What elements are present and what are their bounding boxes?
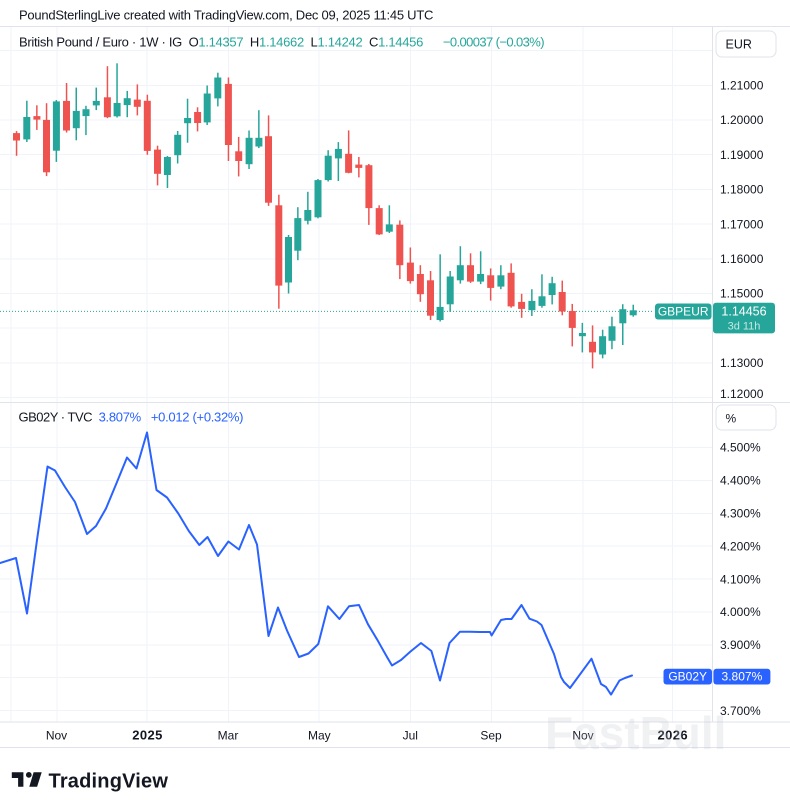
svg-text:4.500%: 4.500% bbox=[720, 441, 761, 455]
svg-text:EUR: EUR bbox=[726, 38, 752, 52]
svg-text:FastBull: FastBull bbox=[545, 707, 726, 759]
svg-text:3.807%: 3.807% bbox=[722, 670, 763, 684]
svg-text:TradingView: TradingView bbox=[49, 770, 169, 792]
svg-text:British Pound / Euro · 1W · IG: British Pound / Euro · 1W · IG O1.14357 … bbox=[19, 35, 544, 50]
svg-text:4.000%: 4.000% bbox=[720, 605, 761, 619]
svg-text:4.400%: 4.400% bbox=[720, 474, 761, 488]
svg-text:1.16000: 1.16000 bbox=[720, 252, 764, 266]
svg-text:1.15000: 1.15000 bbox=[720, 287, 764, 301]
svg-text:1.21000: 1.21000 bbox=[720, 79, 764, 93]
svg-text:2026: 2026 bbox=[658, 728, 689, 743]
svg-text:GB02Y: GB02Y bbox=[668, 670, 707, 684]
svg-text:%: % bbox=[726, 411, 737, 425]
svg-text:Nov: Nov bbox=[46, 729, 67, 743]
svg-text:May: May bbox=[308, 729, 331, 743]
svg-text:4.200%: 4.200% bbox=[720, 539, 761, 553]
svg-text:1.12000: 1.12000 bbox=[720, 387, 764, 401]
svg-text:GB02Y · TVC 3.807% +0.012 (: GB02Y · TVC 3.807% +0.012 (+0.32%) bbox=[19, 410, 244, 425]
svg-text:1.19000: 1.19000 bbox=[720, 148, 764, 162]
svg-text:4.300%: 4.300% bbox=[720, 507, 761, 521]
svg-text:3.900%: 3.900% bbox=[720, 638, 761, 652]
svg-text:4.100%: 4.100% bbox=[720, 572, 761, 586]
svg-text:Sep: Sep bbox=[480, 729, 502, 743]
svg-text:1.20000: 1.20000 bbox=[720, 113, 764, 127]
svg-text:GBPEUR: GBPEUR bbox=[658, 305, 709, 319]
svg-text:Mar: Mar bbox=[218, 729, 239, 743]
svg-text:1.13000: 1.13000 bbox=[720, 356, 764, 370]
svg-text:1.14456: 1.14456 bbox=[721, 304, 766, 318]
svg-text:1.18000: 1.18000 bbox=[720, 183, 764, 197]
svg-text:Nov: Nov bbox=[572, 729, 593, 743]
svg-text:2025: 2025 bbox=[132, 728, 163, 743]
svg-text:3d 11h: 3d 11h bbox=[728, 321, 761, 333]
svg-text:Jul: Jul bbox=[403, 729, 418, 743]
svg-text:PoundSterlingLive created with: PoundSterlingLive created with TradingVi… bbox=[19, 8, 433, 23]
svg-text:1.17000: 1.17000 bbox=[720, 217, 764, 231]
svg-text:3.700%: 3.700% bbox=[720, 704, 761, 718]
